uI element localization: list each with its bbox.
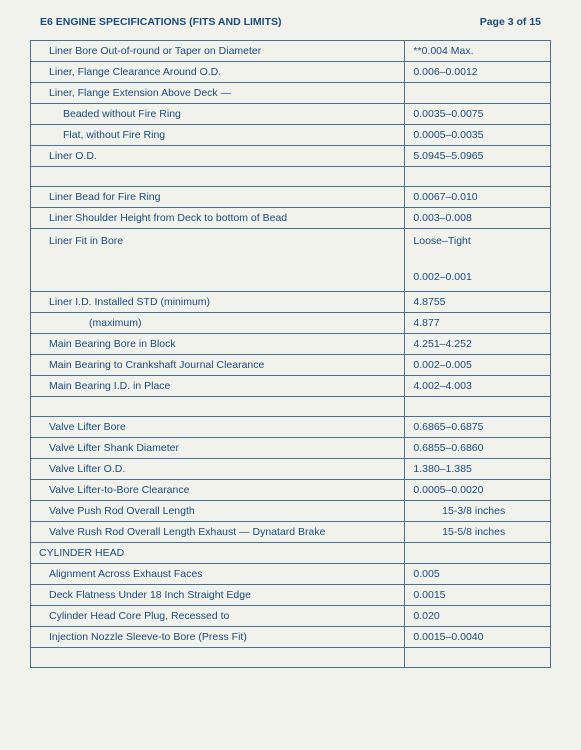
- spec-label: CYLINDER HEAD: [31, 542, 405, 563]
- spec-label: (maximum): [31, 312, 405, 333]
- spec-label: Flat, without Fire Ring: [31, 125, 405, 146]
- table-row: Liner, Flange Clearance Around O.D.0.006…: [31, 62, 551, 83]
- spec-label: Liner Bead for Fire Ring: [31, 187, 405, 208]
- spec-value: **0.004 Max.: [405, 41, 551, 62]
- spec-value: 1.380–1.385: [405, 458, 551, 479]
- page-number: Page 3 of 15: [480, 16, 541, 28]
- document-title: E6 ENGINE SPECIFICATIONS (FITS AND LIMIT…: [40, 16, 282, 28]
- spec-value: 0.0005–0.0020: [405, 479, 551, 500]
- spec-label: [31, 396, 405, 416]
- spec-label: Main Bearing I.D. in Place: [31, 375, 405, 396]
- table-row: Liner O.D.5.0945–5.0965: [31, 146, 551, 167]
- spec-value: 4.002–4.003: [405, 375, 551, 396]
- table-row: Valve Lifter Bore0.6865–0.6875: [31, 416, 551, 437]
- spec-label: Injection Nozzle Sleeve-to Bore (Press F…: [31, 626, 405, 647]
- spec-label: Valve Lifter-to-Bore Clearance: [31, 479, 405, 500]
- spec-value: 15-5/8 inches: [405, 521, 551, 542]
- spec-label: Valve Push Rod Overall Length: [31, 500, 405, 521]
- table-row: Liner, Flange Extension Above Deck —: [31, 83, 551, 104]
- spec-label: [31, 167, 405, 187]
- spec-value: [405, 647, 551, 667]
- table-row: Valve Lifter Shank Diameter0.6855–0.6860: [31, 437, 551, 458]
- table-row: Injection Nozzle Sleeve-to Bore (Press F…: [31, 626, 551, 647]
- table-row: Valve Push Rod Overall Length15-3/8 inch…: [31, 500, 551, 521]
- spec-label: Liner, Flange Clearance Around O.D.: [31, 62, 405, 83]
- table-row: Valve Lifter O.D.1.380–1.385: [31, 458, 551, 479]
- table-row: CYLINDER HEAD: [31, 542, 551, 563]
- spec-value: 0.0035–0.0075: [405, 104, 551, 125]
- table-row: Flat, without Fire Ring0.0005–0.0035: [31, 125, 551, 146]
- spec-label: Cylinder Head Core Plug, Recessed to: [31, 605, 405, 626]
- spec-value: [405, 167, 551, 187]
- spec-value: 4.877: [405, 312, 551, 333]
- table-row: [31, 167, 551, 187]
- spec-label: Liner Shoulder Height from Deck to botto…: [31, 208, 405, 229]
- specifications-table: Liner Bore Out-of-round or Taper on Diam…: [30, 40, 551, 668]
- spec-value: 0.0015: [405, 584, 551, 605]
- spec-label: Valve Lifter Bore: [31, 416, 405, 437]
- table-row: Beaded without Fire Ring0.0035–0.0075: [31, 104, 551, 125]
- spec-label: Main Bearing to Crankshaft Journal Clear…: [31, 354, 405, 375]
- spec-label: Main Bearing Bore in Block: [31, 333, 405, 354]
- table-row: Main Bearing to Crankshaft Journal Clear…: [31, 354, 551, 375]
- spec-value: 5.0945–5.0965: [405, 146, 551, 167]
- spec-label: Liner, Flange Extension Above Deck —: [31, 83, 405, 104]
- spec-label: Alignment Across Exhaust Faces: [31, 563, 405, 584]
- spec-value: 0.002–0.005: [405, 354, 551, 375]
- spec-value: [405, 83, 551, 104]
- spec-value: 0.6855–0.6860: [405, 437, 551, 458]
- table-container: Liner Bore Out-of-round or Taper on Diam…: [0, 40, 581, 668]
- spec-value: [405, 396, 551, 416]
- spec-value: 0.005: [405, 563, 551, 584]
- table-row: Liner Bead for Fire Ring0.0067–0.010: [31, 187, 551, 208]
- spec-label: Deck Flatness Under 18 Inch Straight Edg…: [31, 584, 405, 605]
- spec-value: 4.8755: [405, 291, 551, 312]
- spec-value: 0.0067–0.010: [405, 187, 551, 208]
- spec-value: 0.0005–0.0035: [405, 125, 551, 146]
- spec-label: Beaded without Fire Ring: [31, 104, 405, 125]
- spec-value: 15-3/8 inches: [405, 500, 551, 521]
- spec-label: Valve Lifter O.D.: [31, 458, 405, 479]
- spec-value: 0.6865–0.6875: [405, 416, 551, 437]
- page-header: E6 ENGINE SPECIFICATIONS (FITS AND LIMIT…: [0, 10, 581, 40]
- table-row: Liner Bore Out-of-round or Taper on Diam…: [31, 41, 551, 62]
- spec-label: Liner O.D.: [31, 146, 405, 167]
- table-row: Deck Flatness Under 18 Inch Straight Edg…: [31, 584, 551, 605]
- table-row: Valve Lifter-to-Bore Clearance0.0005–0.0…: [31, 479, 551, 500]
- spec-value: [405, 542, 551, 563]
- table-row: (maximum)4.877: [31, 312, 551, 333]
- table-row: [31, 396, 551, 416]
- table-row: Alignment Across Exhaust Faces0.005: [31, 563, 551, 584]
- table-row: Valve Rush Rod Overall Length Exhaust — …: [31, 521, 551, 542]
- spec-label: Liner I.D. Installed STD (minimum): [31, 291, 405, 312]
- spec-label: Liner Fit in Bore: [31, 229, 405, 292]
- table-row: Cylinder Head Core Plug, Recessed to0.02…: [31, 605, 551, 626]
- spec-value: 0.0015–0.0040: [405, 626, 551, 647]
- table-row: Liner Shoulder Height from Deck to botto…: [31, 208, 551, 229]
- spec-value: Loose–Tight0.002–0.001: [405, 229, 551, 292]
- table-row: [31, 647, 551, 667]
- spec-value: 0.020: [405, 605, 551, 626]
- spec-value: 4.251–4.252: [405, 333, 551, 354]
- spec-label: Valve Lifter Shank Diameter: [31, 437, 405, 458]
- spec-label: Liner Bore Out-of-round or Taper on Diam…: [31, 41, 405, 62]
- table-row: Liner Fit in BoreLoose–Tight0.002–0.001: [31, 229, 551, 292]
- table-row: Main Bearing Bore in Block4.251–4.252: [31, 333, 551, 354]
- spec-label: [31, 647, 405, 667]
- spec-value: 0.003–0.008: [405, 208, 551, 229]
- table-row: Main Bearing I.D. in Place4.002–4.003: [31, 375, 551, 396]
- spec-label: Valve Rush Rod Overall Length Exhaust — …: [31, 521, 405, 542]
- spec-value: 0.006–0.0012: [405, 62, 551, 83]
- table-row: Liner I.D. Installed STD (minimum)4.8755: [31, 291, 551, 312]
